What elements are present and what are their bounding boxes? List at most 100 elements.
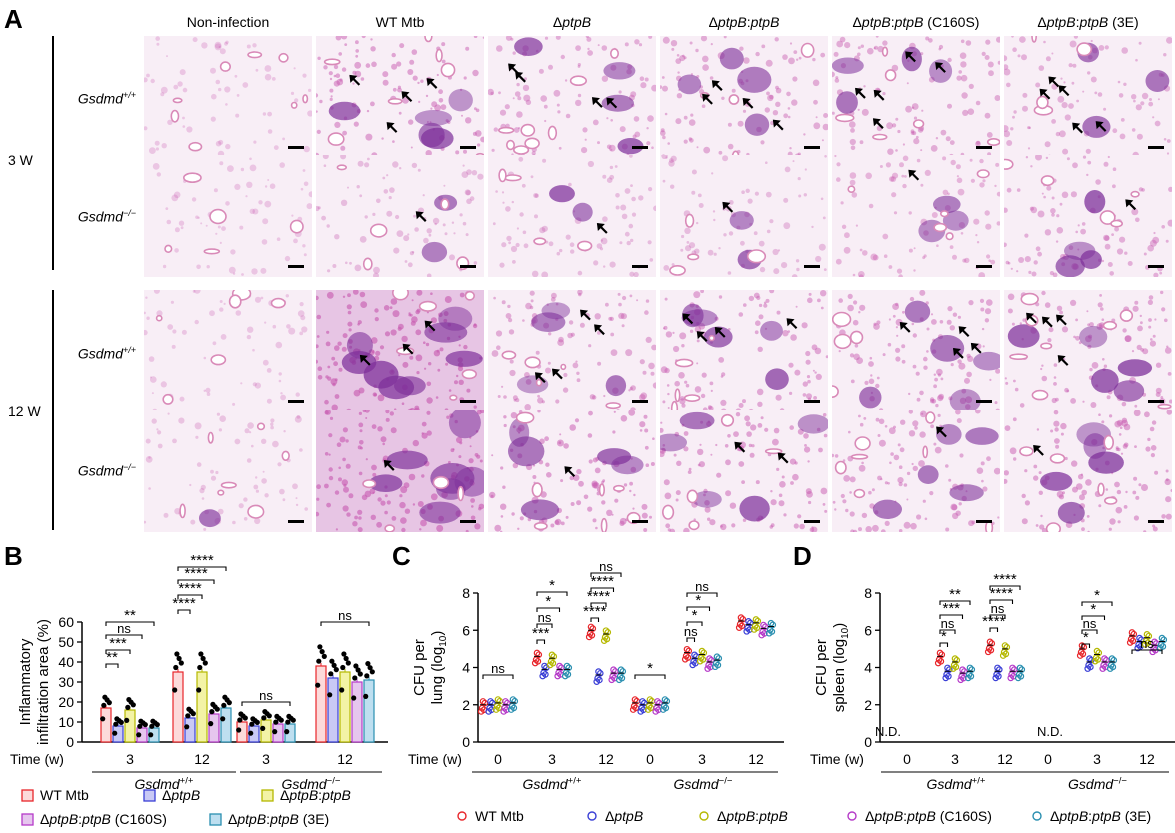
data-point (597, 669, 604, 677)
data-point (321, 653, 327, 659)
data-point (589, 625, 597, 632)
data-point (509, 696, 517, 703)
significance-label: *** (109, 635, 127, 652)
scale-bar (460, 400, 476, 403)
data-point (945, 672, 952, 680)
data-point (351, 695, 357, 701)
y-tick-label: 8 (462, 585, 470, 601)
y-tick-label: 6 (864, 622, 872, 638)
data-point (148, 732, 154, 738)
data-point (1135, 641, 1142, 649)
data-point (1129, 637, 1137, 645)
significance-label: * (1083, 629, 1089, 646)
data-point (260, 725, 266, 731)
lesion-arrow (899, 321, 911, 333)
histology-image (488, 290, 656, 412)
data-point (967, 672, 975, 680)
data-point (1151, 638, 1158, 646)
significance-bracket: ns (1131, 636, 1163, 654)
data-point (950, 661, 958, 669)
data-point (124, 717, 130, 723)
data-point (952, 663, 960, 671)
data-point (736, 620, 744, 628)
data-point (174, 651, 180, 657)
significance-bracket: ns (241, 688, 291, 706)
x-tick-label: 12 (997, 751, 1013, 767)
legend-swatch (209, 813, 222, 826)
data-point (1092, 654, 1100, 662)
data-point (178, 660, 184, 666)
histology-image (660, 410, 828, 532)
significance-bracket: **** (177, 565, 215, 584)
x-tick-label: 0 (1044, 751, 1052, 767)
data-point (618, 674, 626, 682)
significance-label: **** (982, 613, 1006, 630)
data-point (261, 715, 267, 721)
y-tick-label: 8 (864, 585, 872, 601)
histology-image (1004, 410, 1172, 532)
y-tick-label: 60 (58, 614, 74, 630)
significance-label: ns (259, 688, 273, 703)
data-point (586, 630, 594, 637)
data-point (125, 704, 131, 710)
not-detected-label: N.D. (875, 724, 901, 739)
column-label: ΔptpB (552, 14, 592, 30)
panel-letter-d: D (793, 541, 812, 571)
histology-image (832, 410, 1000, 532)
data-point (698, 647, 706, 655)
data-point (697, 654, 705, 662)
data-point (1079, 650, 1087, 658)
data-point (705, 661, 712, 669)
data-point (1085, 661, 1092, 669)
significance-bracket: * (536, 593, 561, 612)
significance-label: ns (491, 661, 505, 676)
data-point (754, 617, 762, 625)
lesion-arrow (386, 122, 398, 133)
significance-label: **** (172, 595, 196, 612)
histology-image (488, 155, 656, 277)
lesion-arrow (1072, 122, 1083, 134)
significance-bracket: **** (172, 595, 196, 614)
significance-label: ns (991, 601, 1005, 616)
bar (363, 679, 375, 743)
data-point (1127, 635, 1135, 643)
significance-label: ns (338, 608, 352, 623)
data-point (988, 640, 996, 647)
scale-bar (632, 520, 648, 523)
significance-bracket: ns (684, 624, 698, 642)
data-point (532, 656, 540, 663)
lesion-arrow (1026, 312, 1037, 324)
x-tick-label: 3 (698, 751, 706, 767)
histology-image (660, 290, 828, 412)
not-detected-label: N.D. (1037, 724, 1063, 739)
scale-bar (976, 400, 992, 403)
data-point (113, 721, 119, 727)
data-point (112, 730, 118, 736)
scale-bar (1148, 400, 1164, 403)
data-point (769, 621, 777, 629)
x-tick-label: 12 (598, 751, 614, 767)
scale-bar (288, 265, 304, 268)
data-point (1018, 666, 1026, 673)
data-point (753, 624, 761, 632)
data-point (285, 719, 291, 725)
scale-bar (460, 265, 476, 268)
bar (351, 681, 363, 743)
data-point (714, 661, 722, 669)
x-tick-label: 0 (903, 751, 911, 767)
significance-bracket: ** (105, 649, 119, 668)
histology-image (316, 410, 484, 532)
data-point (1094, 656, 1102, 663)
significance-bracket: **** (989, 585, 1013, 604)
data-point (149, 723, 155, 729)
data-point (646, 696, 654, 703)
lung-cfu-scatter-chart: 0 2 4 6 8 CFU perlung (log10) 0 3 12 0 3 12 Time (w)… (408, 559, 784, 790)
data-point (1109, 663, 1117, 671)
data-point (996, 666, 1003, 673)
data-point (345, 660, 351, 666)
lesion-arrow (1041, 316, 1053, 328)
lesion-arrow (596, 222, 608, 234)
data-point (202, 660, 208, 666)
data-point (154, 722, 160, 728)
legend-swatch (261, 789, 274, 802)
